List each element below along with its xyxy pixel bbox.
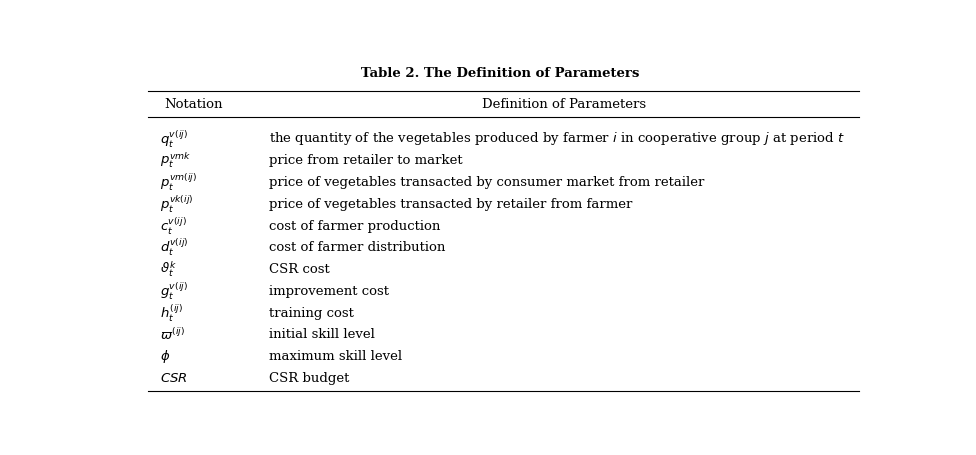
Text: price from retailer to market: price from retailer to market: [269, 154, 464, 167]
Text: CSR budget: CSR budget: [269, 371, 349, 384]
Text: $\vartheta_t^{k}$: $\vartheta_t^{k}$: [160, 259, 177, 279]
Text: training cost: training cost: [269, 306, 354, 319]
Text: Notation: Notation: [165, 98, 224, 111]
Text: $p_t^{vm(ij)}$: $p_t^{vm(ij)}$: [160, 172, 197, 192]
Text: price of vegetables transacted by consumer market from retailer: price of vegetables transacted by consum…: [269, 176, 705, 189]
Text: $q_t^{v(ij)}$: $q_t^{v(ij)}$: [160, 128, 187, 149]
Text: $d_t^{v(ij)}$: $d_t^{v(ij)}$: [160, 237, 188, 258]
Text: $p_t^{vk(ij)}$: $p_t^{vk(ij)}$: [160, 193, 193, 214]
Text: $\phi$: $\phi$: [160, 348, 170, 364]
Text: the quantity of the vegetables produced by farmer $i$ in cooperative group $j$ a: the quantity of the vegetables produced …: [269, 130, 845, 147]
Text: $g_t^{v(ij)}$: $g_t^{v(ij)}$: [160, 280, 187, 301]
Text: $\varpi^{(ij)}$: $\varpi^{(ij)}$: [160, 326, 185, 342]
Text: price of vegetables transacted by retailer from farmer: price of vegetables transacted by retail…: [269, 197, 632, 210]
Text: $\mathit{CSR}$: $\mathit{CSR}$: [160, 371, 187, 384]
Text: improvement cost: improvement cost: [269, 284, 389, 297]
Text: $p_t^{vmk}$: $p_t^{vmk}$: [160, 151, 191, 170]
Text: cost of farmer production: cost of farmer production: [269, 219, 441, 232]
Text: Table 2. The Definition of Parameters: Table 2. The Definition of Parameters: [361, 67, 639, 80]
Text: CSR cost: CSR cost: [269, 263, 330, 275]
Text: initial skill level: initial skill level: [269, 328, 376, 341]
Text: maximum skill level: maximum skill level: [269, 349, 403, 362]
Text: cost of farmer distribution: cost of farmer distribution: [269, 241, 446, 254]
Text: Definition of Parameters: Definition of Parameters: [482, 98, 646, 111]
Text: $c_t^{v(ij)}$: $c_t^{v(ij)}$: [160, 215, 186, 236]
Text: $h_t^{(ij)}$: $h_t^{(ij)}$: [160, 302, 183, 323]
